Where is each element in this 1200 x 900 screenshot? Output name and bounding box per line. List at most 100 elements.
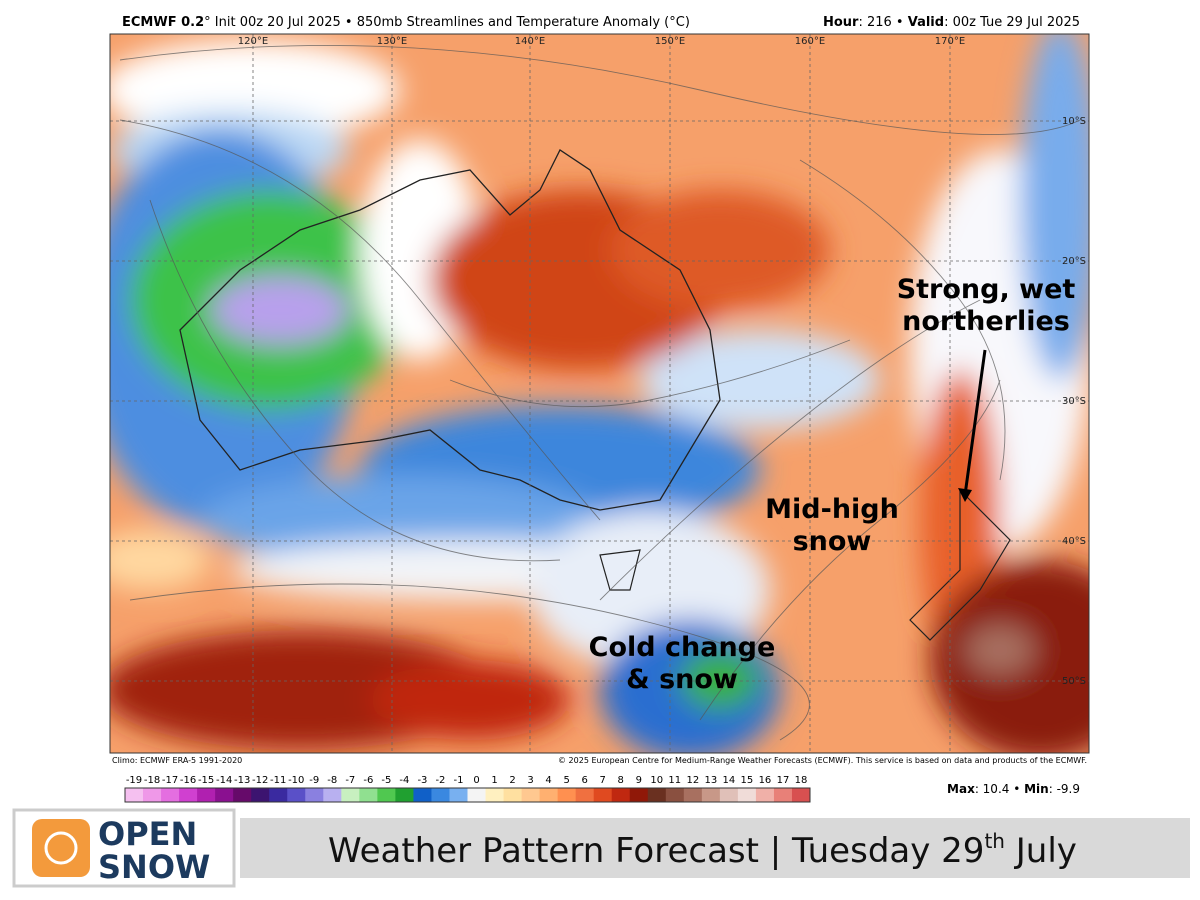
colorbar-swatch	[665, 788, 685, 802]
colorbar-tick-label: -13	[234, 775, 250, 786]
arrow	[963, 349, 987, 496]
colorbar-tick-label: -14	[216, 775, 232, 786]
longitude-label: 150°E	[655, 36, 685, 47]
logo-line2: SNOW	[98, 848, 210, 886]
annotations: Strong, wet northerlies Mid-high snow Cold c…	[589, 274, 1076, 695]
colorbar-tick-label: -8	[327, 775, 337, 786]
colorbar-swatch	[395, 788, 414, 802]
longitude-label: 140°E	[515, 36, 545, 47]
annotation-line: snow	[793, 526, 872, 557]
colorbar-swatch	[773, 788, 793, 802]
colorbar-swatch	[125, 788, 144, 802]
colorbar-swatch	[179, 788, 198, 802]
colorbar-frame	[124, 787, 811, 803]
colorbar-swatch	[161, 788, 180, 802]
colorbar-swatch	[593, 788, 613, 802]
logo-icon	[32, 819, 90, 877]
colorbar-swatch	[557, 788, 577, 802]
colorbar-tick-label: 8	[618, 775, 624, 786]
colorbar-swatch	[215, 788, 234, 802]
colorbar-swatch	[539, 788, 559, 802]
stats: Max: 10.4 • Min: -9.9	[947, 782, 1080, 796]
colorbar-tick-label: -2	[435, 775, 445, 786]
colorbar-tick-label: 17	[777, 775, 790, 786]
colorbar-tick-label: 10	[650, 775, 663, 786]
colorbar-swatch	[323, 788, 342, 802]
colorbar-tick-label: -3	[417, 775, 427, 786]
colorbar-tick-label: 15	[741, 775, 754, 786]
colorbar-tick-label: -6	[363, 775, 373, 786]
colorbar-swatch	[251, 788, 270, 802]
colorbar-tick-label: -4	[399, 775, 409, 786]
colorbar-swatch	[359, 788, 378, 802]
colorbar-tick-label: 2	[509, 775, 515, 786]
colorbar-tick-label: 12	[686, 775, 699, 786]
copyright: © 2025 European Centre for Medium-Range …	[558, 756, 1087, 765]
colorbar-swatch	[701, 788, 721, 802]
colorbar-swatch	[431, 788, 450, 802]
latitude-labels: 10°S 20°S 30°S 40°S 50°S	[1062, 116, 1086, 687]
annotation: Mid-high snow	[765, 494, 899, 557]
colorbar-tick-label: -12	[252, 775, 268, 786]
annotation-line: northerlies	[902, 306, 1070, 337]
colorbar-swatch	[521, 788, 541, 802]
colorbar-swatch	[647, 788, 667, 802]
colorbar-tick-label: 16	[759, 775, 772, 786]
map-frame	[109, 33, 1090, 754]
banner-text: Weather Pattern Forecast | Tuesday 29th …	[328, 829, 1077, 871]
header-right: Hour: 216 • Valid: 00z Tue 29 Jul 2025	[823, 15, 1080, 30]
latitude-label: 20°S	[1062, 256, 1086, 267]
new-zealand	[909, 488, 1011, 641]
colorbar-tick-label: -11	[270, 775, 286, 786]
colorbar: -19 -18 -17 -16 -15 -14 -13 -12 -11 -10 -9 -8 -7 -6 -5…	[124, 775, 811, 803]
colorbar-swatch	[575, 788, 595, 802]
annotation-line: & snow	[626, 664, 738, 695]
colorbar-tick-label: 11	[668, 775, 681, 786]
colorbar-tick-label: -5	[381, 775, 391, 786]
colorbar-tick-label: 3	[527, 775, 533, 786]
colorbar-tick-label: 1	[491, 775, 497, 786]
annotation: Cold change & snow	[589, 632, 776, 695]
latitude-label: 50°S	[1062, 676, 1086, 687]
colorbar-swatch	[503, 788, 523, 802]
logo-mark	[44, 831, 78, 865]
longitude-label: 120°E	[238, 36, 268, 47]
colorbar-swatch	[719, 788, 739, 802]
climo: Climo: ECMWF ERA-5 1991-2020	[112, 756, 242, 765]
colorbar-tick-label: -1	[453, 775, 463, 786]
colorbar-tick-label: -7	[345, 775, 355, 786]
colorbar-tick-label: 18	[795, 775, 808, 786]
colorbar-swatch	[755, 788, 775, 802]
map: Strong, wet northerlies Mid-high snow Cold c…	[110, 34, 1089, 753]
colorbar-swatch	[791, 788, 811, 802]
latitude-label: 10°S	[1062, 116, 1086, 127]
colorbar-swatch	[683, 788, 703, 802]
colorbar-tick-label: 9	[636, 775, 642, 786]
streamlines	[119, 45, 1081, 741]
colorbar-tick-label: -15	[198, 775, 214, 786]
colorbar-tick-label: -19	[126, 775, 142, 786]
colorbar-swatch	[233, 788, 252, 802]
colorbar-swatch	[269, 788, 288, 802]
latitude-label: 40°S	[1062, 536, 1086, 547]
colorbar-swatch	[449, 788, 468, 802]
colorbar-swatch	[377, 788, 396, 802]
latitude-label: 30°S	[1062, 396, 1086, 407]
colorbar-tick-label: -9	[309, 775, 319, 786]
colorbar-swatch	[287, 788, 306, 802]
colorbar-swatch	[305, 788, 324, 802]
colorbar-tick-label: -10	[288, 775, 304, 786]
logo-line1: OPEN	[98, 815, 197, 853]
coastline	[179, 149, 721, 511]
colorbar-swatch	[485, 788, 505, 802]
colorbar-swatch	[143, 788, 162, 802]
arrow-head	[958, 488, 972, 502]
annotation-line: Cold change	[589, 632, 776, 663]
annotation: Strong, wet northerlies	[897, 274, 1076, 337]
colorbar-swatch	[341, 788, 360, 802]
colorbar-swatch	[197, 788, 216, 802]
colorbar-tick-label: 13	[704, 775, 717, 786]
colorbar-swatch	[629, 788, 649, 802]
colorbar-swatch	[413, 788, 432, 802]
